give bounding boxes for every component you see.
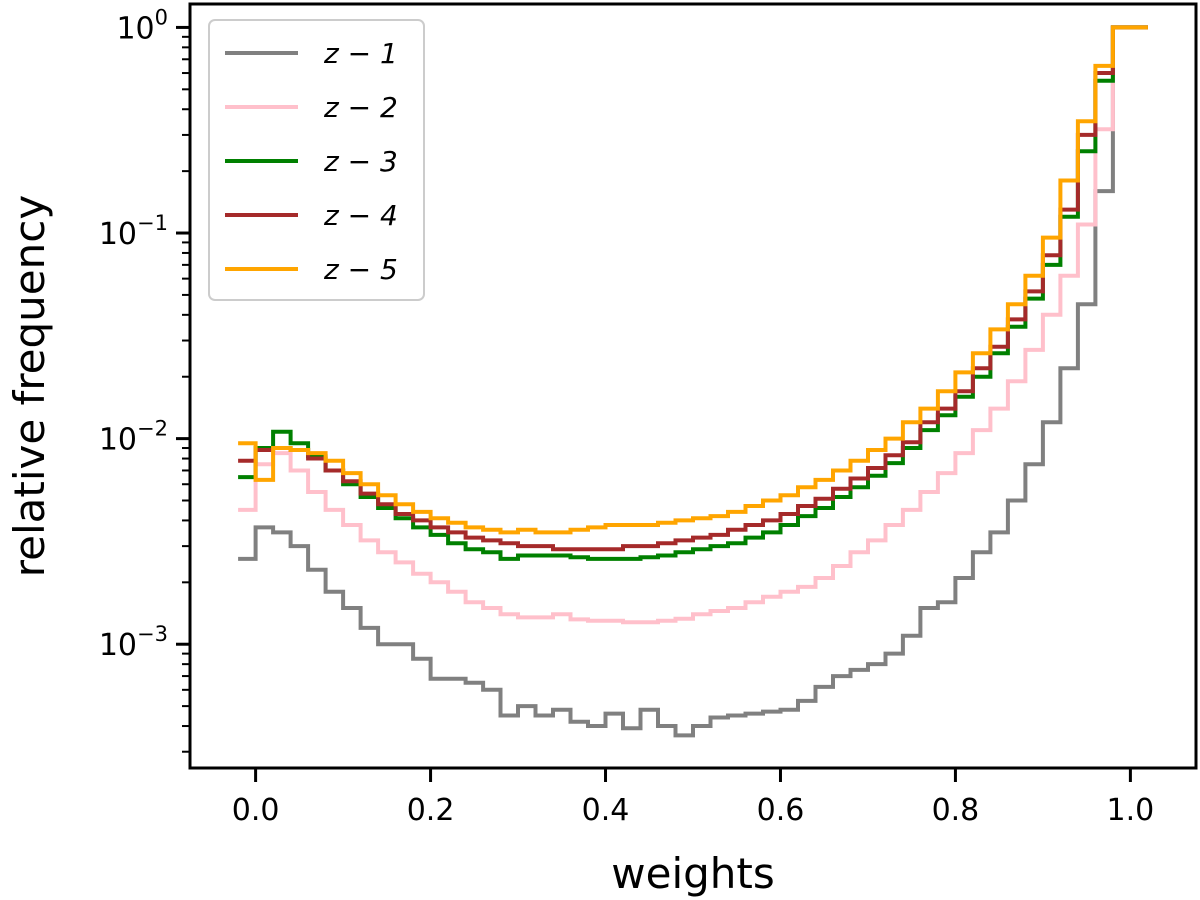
x-tick-label: 0.8 <box>932 793 980 828</box>
legend-label: z − 1 <box>323 37 398 70</box>
legend-frame <box>208 19 425 301</box>
y-axis-label: relative frequency <box>5 195 54 577</box>
series-line-5 <box>238 25 1148 535</box>
y-tick-label: 10−1 <box>99 211 168 252</box>
series-line-2 <box>238 25 1148 625</box>
series-layer <box>238 25 1148 738</box>
x-tick-label: 1.0 <box>1107 793 1155 828</box>
legend-label: z − 2 <box>323 91 398 124</box>
axes-frame <box>188 2 1198 770</box>
legend-label: z − 4 <box>323 199 398 232</box>
y-tick-label: 10−2 <box>99 417 168 458</box>
x-tick-label: 0.2 <box>407 793 455 828</box>
y-tick-label: 10−3 <box>99 622 168 663</box>
axes-layer: 0.0 0.2 0.4 0.6 0.8 1.0 100 10−1 10−2 10−3 <box>99 2 1198 828</box>
legend: z − 1 z − 2 z − 3 z − 4 z − 5 <box>208 19 425 301</box>
x-tick-label: 0.6 <box>757 793 805 828</box>
x-tick-label: 0.4 <box>582 793 630 828</box>
x-axis-label: weights <box>611 849 775 898</box>
legend-label: z − 5 <box>323 253 398 286</box>
legend-label: z − 3 <box>323 145 398 178</box>
x-tick-label: 0.0 <box>232 793 280 828</box>
y-tick-label: 100 <box>116 5 168 46</box>
series-line-1 <box>238 25 1148 738</box>
